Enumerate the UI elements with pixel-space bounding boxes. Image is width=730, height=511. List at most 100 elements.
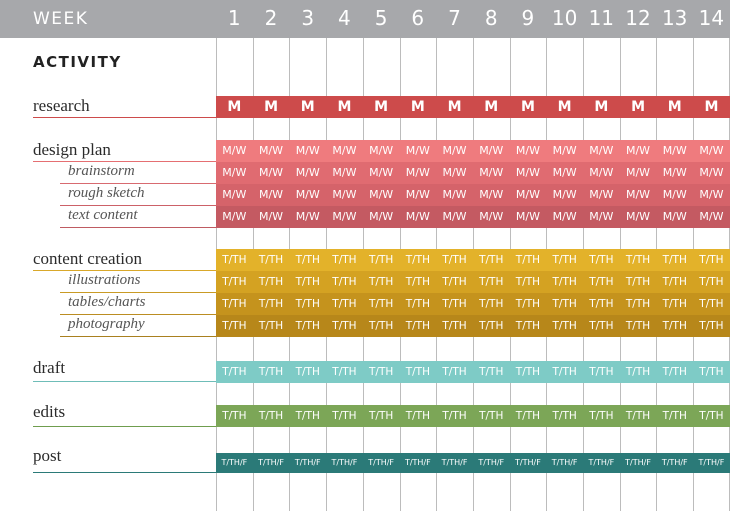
schedule-cell: M/W <box>699 144 724 157</box>
schedule-cell: T/TH/F <box>661 458 688 467</box>
schedule-cell: T/TH/F <box>478 458 505 467</box>
schedule-cell: M/W <box>699 166 724 179</box>
schedule-cell: M/W <box>625 166 651 179</box>
schedule-cell: M/W <box>662 188 687 201</box>
schedule-cell: M/W <box>589 188 614 201</box>
schedule-bar-tables-charts: T/TH T/TH T/TH T/TH T/TH T/TH T/TH T/TH T/TH T/TH… <box>216 293 730 315</box>
schedule-cell: T/TH <box>442 298 467 310</box>
schedule-cell: T/TH <box>258 298 284 310</box>
schedule-cell: T/TH <box>515 254 541 266</box>
row-underline-post <box>33 472 216 473</box>
schedule-cell: M/W <box>699 188 724 201</box>
schedule-cell: T/TH <box>258 410 284 422</box>
schedule-cell: T/TH/F <box>551 458 578 467</box>
schedule-cell: T/TH/F <box>368 458 395 467</box>
schedule-cell: T/TH <box>515 298 541 310</box>
schedule-cell: M/W <box>625 188 651 201</box>
row-label-post: post <box>33 446 62 465</box>
row-label-edits: edits <box>33 402 66 421</box>
schedule-cell: M/W <box>222 210 247 223</box>
schedule-cell: M/W <box>662 166 687 179</box>
row-underline-tables-charts <box>60 314 216 315</box>
week-label: WEEK <box>33 9 89 29</box>
week-number-14: 14 <box>698 6 725 30</box>
schedule-cell: T/TH <box>222 276 247 288</box>
week-number-1: 1 <box>227 6 241 30</box>
schedule-cell: T/TH <box>442 366 467 378</box>
schedule-cell: T/TH <box>699 298 724 310</box>
schedule-cell: T/TH <box>699 366 724 378</box>
schedule-cell: T/TH <box>662 320 687 332</box>
schedule-cell: M <box>264 99 278 115</box>
schedule-cell: T/TH <box>625 410 651 422</box>
schedule-cell: T/TH <box>589 276 614 288</box>
schedule-cell: T/TH <box>332 254 357 266</box>
schedule-cell: T/TH <box>552 366 577 378</box>
schedule-cell: M/W <box>258 210 284 223</box>
schedule-cell: M <box>631 99 645 115</box>
week-number-10: 10 <box>551 6 578 30</box>
schedule-cell: T/TH <box>222 410 247 422</box>
schedule-cell: M/W <box>369 166 394 179</box>
schedule-cell: M/W <box>442 210 467 223</box>
week-number-13: 13 <box>661 6 688 30</box>
schedule-cell: M <box>410 99 425 115</box>
schedule-bar-content-creation: T/TH T/TH T/TH T/TH T/TH T/TH T/TH T/TH T/TH T/TH… <box>216 249 730 271</box>
schedule-cell: T/TH <box>222 254 247 266</box>
row-label-brainstorm: brainstorm <box>68 163 135 179</box>
schedule-cell: M/W <box>662 144 687 157</box>
schedule-cell: T/TH/F <box>625 458 651 467</box>
schedule-cell: T/TH <box>589 366 614 378</box>
activity-label: ACTIVITY <box>33 53 122 71</box>
schedule-cell: M/W <box>552 210 577 223</box>
schedule-cell: T/TH <box>442 276 467 288</box>
schedule-cell: T/TH <box>699 410 724 422</box>
schedule-cell: M/W <box>405 166 430 179</box>
week-number-3: 3 <box>301 6 315 30</box>
schedule-cell: T/TH <box>332 298 357 310</box>
schedule-cell: M/W <box>625 144 651 157</box>
schedule-cell: T/TH/F <box>331 458 358 467</box>
schedule-cell: M/W <box>258 144 284 157</box>
schedule-bar-text-content: M/W M/W M/W M/W M/W M/W M/W M/W M/W M/W M/W M/W M/W M… <box>216 206 730 228</box>
row-label-content-creation: content creation <box>33 249 143 268</box>
schedule-cell: M/W <box>515 210 540 223</box>
schedule-cell: T/TH <box>552 254 577 266</box>
schedule-cell: T/TH <box>625 254 651 266</box>
schedule-cell: T/TH <box>479 320 504 332</box>
schedule-cell: T/TH <box>662 366 687 378</box>
schedule-cell: T/TH <box>552 276 577 288</box>
schedule-cell: T/TH <box>479 254 504 266</box>
schedule-cell: T/TH <box>369 410 394 422</box>
schedule-cell: T/TH <box>625 320 651 332</box>
schedule-cell: T/TH/F <box>404 458 431 467</box>
row-label-illustrations: illustrations <box>68 272 141 288</box>
schedule-cell: M/W <box>479 188 504 201</box>
schedule-cell: T/TH/F <box>588 458 615 467</box>
schedule-cell: M/W <box>442 188 467 201</box>
schedule-cell: T/TH <box>222 298 247 310</box>
schedule-cell: T/TH <box>405 410 430 422</box>
schedule-cell: T/TH <box>589 410 614 422</box>
schedule-cell: M/W <box>222 166 247 179</box>
week-number-11: 11 <box>588 6 615 30</box>
schedule-cell: T/TH <box>295 298 320 310</box>
schedule-cell: M/W <box>295 188 320 201</box>
schedule-cell: M <box>557 99 572 115</box>
row-underline-content-creation <box>33 270 216 271</box>
schedule-bar-illustrations: T/TH T/TH T/TH T/TH T/TH T/TH T/TH T/TH T/TH T/TH… <box>216 271 730 293</box>
week-number-5: 5 <box>374 6 388 30</box>
schedule-cell: T/TH <box>699 254 724 266</box>
schedule-cell: T/TH <box>552 298 577 310</box>
row-underline-illustrations <box>60 292 216 293</box>
schedule-cell: T/TH <box>552 410 577 422</box>
schedule-cell: T/TH <box>405 276 430 288</box>
row-underline-draft <box>33 381 216 382</box>
schedule-cell: M/W <box>589 210 614 223</box>
schedule-cell: M <box>667 99 682 115</box>
schedule-cell: T/TH <box>258 366 284 378</box>
schedule-cell: T/TH/F <box>294 458 321 467</box>
schedule-bar-design-plan: M/W M/W M/W M/W M/W M/W M/W M/W M/W M/W M/W M/W M/W M… <box>216 140 730 162</box>
schedule-cell: T/TH <box>552 320 577 332</box>
schedule-cell: M/W <box>442 144 467 157</box>
